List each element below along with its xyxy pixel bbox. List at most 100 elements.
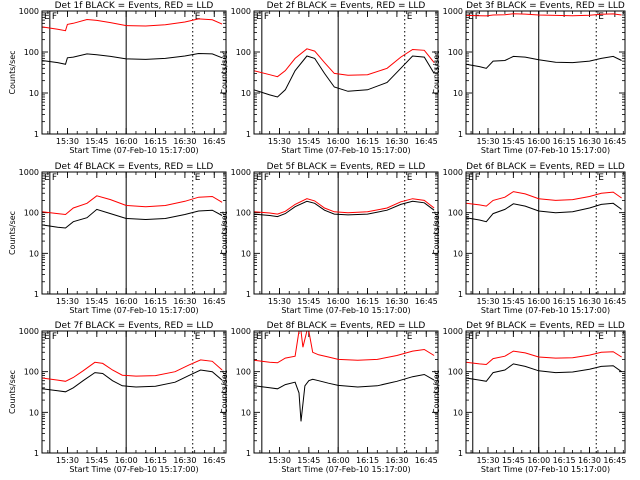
- marker-label: E: [44, 332, 50, 342]
- series-line-black: [253, 373, 435, 422]
- series-line-red: [41, 359, 223, 382]
- x-tick-label: 16:45: [603, 456, 626, 465]
- marker-label: F: [52, 332, 57, 342]
- marker-label: F: [475, 332, 480, 342]
- x-tick-label: 15:45: [297, 297, 320, 306]
- x-tick-label: 16:15: [144, 456, 167, 465]
- panel-title: Det 6f BLACK = Events, RED = LLD: [466, 162, 625, 172]
- series-line-red: [41, 18, 223, 32]
- marker-label: E: [407, 332, 413, 342]
- y-tick-label: 100: [24, 368, 39, 377]
- x-tick-label: 15:45: [502, 456, 525, 465]
- marker-label: F: [52, 173, 57, 183]
- series-line-black: [41, 208, 223, 229]
- marker-label: E: [256, 12, 262, 22]
- y-tick-label: 10: [453, 249, 463, 258]
- y-tick-label: 10: [453, 408, 463, 417]
- marker-label: E: [407, 173, 413, 183]
- series-line-black: [41, 369, 223, 393]
- x-tick-label: 16:30: [578, 137, 601, 146]
- y-tick-label: 1000: [443, 168, 463, 177]
- x-tick-label: 15:30: [476, 137, 499, 146]
- y-tick-label: 10: [453, 89, 463, 98]
- x-tick-label: 15:30: [476, 456, 499, 465]
- panel-det-6f: Det 6f BLACK = Events, RED = LLD 1 10 100 10…: [432, 162, 626, 315]
- x-tick-label: 16:30: [173, 456, 196, 465]
- x-tick-label: 15:30: [56, 137, 79, 146]
- y-tick-label: 1: [246, 290, 251, 299]
- x-tick-label: 16:00: [115, 137, 138, 146]
- series-line-red: [465, 191, 622, 207]
- series-line-red: [465, 13, 622, 17]
- plot-frame: [41, 330, 227, 454]
- x-tick-label: 15:45: [85, 137, 108, 146]
- x-tick-label: 15:30: [268, 137, 291, 146]
- y-axis-label: Counts/sec: [8, 211, 17, 255]
- x-tick-label: 16:15: [553, 137, 576, 146]
- x-tick-label: 16:00: [115, 456, 138, 465]
- panel-det-4f: Det 4f BLACK = Events, RED = LLD 1 10 100 10…: [8, 162, 227, 315]
- x-tick-label: 16:00: [327, 456, 350, 465]
- x-tick-label: 16:45: [415, 137, 438, 146]
- panel-det-7f: Det 7f BLACK = Events, RED = LLD 1 10 100 10…: [8, 321, 227, 474]
- series-line-red: [253, 48, 435, 78]
- series-line-black: [465, 363, 622, 382]
- x-tick-label: 15:45: [85, 456, 108, 465]
- x-tick-label: 16:30: [385, 456, 408, 465]
- panel-title: Det 4f BLACK = Events, RED = LLD: [55, 162, 214, 172]
- y-axis-label: Counts/sec: [220, 211, 229, 255]
- y-tick-label: 1000: [443, 327, 463, 336]
- marker-label: E: [256, 173, 262, 183]
- x-tick-label: 16:15: [553, 456, 576, 465]
- x-tick-label: 15:45: [502, 137, 525, 146]
- marker-label: E: [598, 12, 604, 22]
- y-axis-label: Counts/sec: [432, 211, 441, 255]
- series-line-black: [41, 52, 223, 65]
- x-axis-label: Start Time (07-Feb-10 15:17:00): [481, 306, 610, 315]
- y-axis-label: Counts/sec: [432, 50, 441, 94]
- marker-label: E: [195, 173, 201, 183]
- x-tick-label: 15:30: [268, 297, 291, 306]
- x-tick-label: 16:30: [578, 297, 601, 306]
- y-tick-label: 1: [34, 290, 39, 299]
- x-tick-label: 16:30: [173, 137, 196, 146]
- x-tick-label: 15:30: [56, 297, 79, 306]
- x-axis-label: Start Time (07-Feb-10 15:17:00): [69, 146, 198, 155]
- panel-det-5f: Det 5f BLACK = Events, RED = LLD 1 10 100 10…: [220, 162, 439, 315]
- y-axis-label: Counts/sec: [220, 50, 229, 94]
- y-tick-label: 1000: [231, 7, 251, 16]
- x-tick-label: 16:00: [527, 137, 550, 146]
- series-line-red: [253, 330, 435, 364]
- y-tick-label: 1000: [231, 327, 251, 336]
- marker-label: E: [195, 12, 201, 22]
- series-line-red: [253, 198, 435, 215]
- panel-det-8f: Det 8f BLACK = Events, RED = LLD 1 10 100 10…: [220, 321, 439, 474]
- x-axis-label: Start Time (07-Feb-10 15:17:00): [481, 146, 610, 155]
- panel-title: Det 2f BLACK = Events, RED = LLD: [267, 1, 426, 11]
- y-tick-label: 100: [24, 209, 39, 218]
- y-tick-label: 10: [241, 89, 251, 98]
- y-tick-label: 10: [241, 408, 251, 417]
- plot-frame: [465, 330, 626, 454]
- plot-frame: [465, 171, 626, 295]
- x-tick-label: 16:45: [415, 456, 438, 465]
- y-tick-label: 10: [241, 249, 251, 258]
- marker-label: F: [52, 12, 57, 22]
- y-tick-label: 1: [34, 130, 39, 139]
- x-tick-label: 16:15: [356, 297, 379, 306]
- x-tick-label: 16:45: [603, 297, 626, 306]
- y-tick-label: 1: [458, 130, 463, 139]
- x-tick-label: 15:30: [476, 297, 499, 306]
- y-tick-label: 10: [29, 249, 39, 258]
- x-tick-label: 16:15: [144, 137, 167, 146]
- x-tick-label: 16:45: [415, 297, 438, 306]
- y-axis-label: Counts/sec: [432, 370, 441, 414]
- y-tick-label: 100: [24, 48, 39, 57]
- y-tick-label: 1000: [19, 168, 39, 177]
- x-tick-label: 16:15: [144, 297, 167, 306]
- x-tick-label: 16:45: [203, 456, 226, 465]
- y-tick-label: 1000: [19, 327, 39, 336]
- x-tick-label: 15:45: [85, 297, 108, 306]
- panel-title: Det 5f BLACK = Events, RED = LLD: [267, 162, 426, 172]
